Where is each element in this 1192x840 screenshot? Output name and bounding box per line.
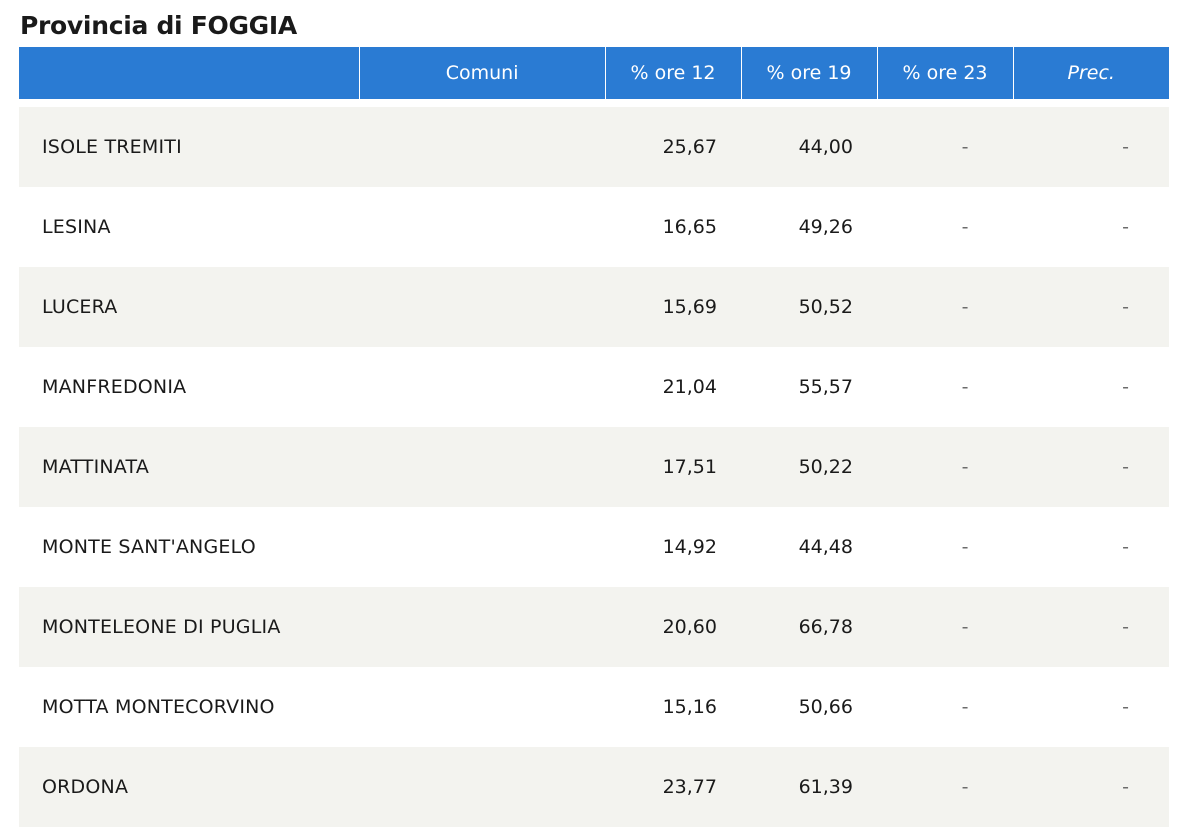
comune-name: MONTELEONE DI PUGLIA — [19, 587, 605, 667]
comune-name: ISOLE TREMITI — [19, 107, 605, 187]
table-header: Comuni % ore 12 % ore 19 % ore 23 Prec. — [19, 47, 1169, 107]
header-prec[interactable]: Prec. — [1012, 47, 1169, 99]
header-ore-12[interactable]: % ore 12 — [604, 47, 741, 99]
comune-name: MATTINATA — [19, 427, 605, 507]
value-ore-19: 50,52 — [741, 267, 877, 347]
value-ore-19: 49,26 — [741, 187, 877, 267]
value-ore-12: 21,04 — [605, 347, 741, 427]
value-ore-23: - — [877, 187, 1013, 267]
value-ore-19: 44,48 — [741, 507, 877, 587]
value-prec: - — [1013, 347, 1169, 427]
value-ore-12: 17,51 — [605, 427, 741, 507]
value-ore-23: - — [877, 107, 1013, 187]
value-ore-19: 50,66 — [741, 667, 877, 747]
value-ore-19: 66,78 — [741, 587, 877, 667]
value-prec: - — [1013, 427, 1169, 507]
header-comuni[interactable]: Comuni — [358, 47, 605, 99]
table-row: MONTE SANT'ANGELO 14,92 44,48- - — [19, 507, 1169, 587]
value-ore-23: - — [877, 747, 1013, 827]
value-ore-12: 14,92 — [605, 507, 741, 587]
value-ore-12: 15,16 — [605, 667, 741, 747]
header-spacer-cell — [19, 99, 1169, 107]
table-row: MOTTA MONTECORVINO 15,16 50,66- - — [19, 667, 1169, 747]
value-ore-12: 16,65 — [605, 187, 741, 267]
header-name-cell — [19, 47, 359, 99]
value-prec: - — [1013, 747, 1169, 827]
value-ore-19: 50,22 — [741, 427, 877, 507]
value-ore-12: 20,60 — [605, 587, 741, 667]
value-ore-23: - — [877, 427, 1013, 507]
value-prec: - — [1013, 107, 1169, 187]
value-prec: - — [1013, 187, 1169, 267]
comune-name: LESINA — [19, 187, 605, 267]
header-spacer — [19, 99, 1169, 107]
header-ore-19[interactable]: % ore 19 — [740, 47, 877, 99]
value-ore-23: - — [877, 267, 1013, 347]
value-prec: - — [1013, 667, 1169, 747]
comune-name: MANFREDONIA — [19, 347, 605, 427]
header-row: Comuni % ore 12 % ore 19 % ore 23 Prec. — [19, 47, 1169, 99]
table-row: MATTINATA 17,51 50,22- - — [19, 427, 1169, 507]
value-ore-12: 25,67 — [605, 107, 741, 187]
table-row: MONTELEONE DI PUGLIA 20,60 66,78- - — [19, 587, 1169, 667]
table-row: ORDONA 23,77 61,39- - — [19, 747, 1169, 827]
value-prec: - — [1013, 267, 1169, 347]
turnout-table: Comuni % ore 12 % ore 19 % ore 23 Prec. … — [19, 47, 1169, 827]
value-prec: - — [1013, 587, 1169, 667]
table-row: LUCERA 15,69 50,52- - — [19, 267, 1169, 347]
value-ore-19: 44,00 — [741, 107, 877, 187]
table-row: MANFREDONIA 21,04 55,57- - — [19, 347, 1169, 427]
page-title: Provincia di FOGGIA — [20, 11, 297, 40]
value-ore-19: 61,39 — [741, 747, 877, 827]
comune-name: LUCERA — [19, 267, 605, 347]
value-ore-23: - — [877, 347, 1013, 427]
value-ore-23: - — [877, 667, 1013, 747]
value-ore-23: - — [877, 507, 1013, 587]
value-ore-12: 23,77 — [605, 747, 741, 827]
table-row: LESINA 16,65 49,26- - — [19, 187, 1169, 267]
table-body: ISOLE TREMITI 25,67 44,00- - LESINA 16,65 49,2… — [19, 107, 1169, 827]
table-row: ISOLE TREMITI 25,67 44,00- - — [19, 107, 1169, 187]
comune-name: ORDONA — [19, 747, 605, 827]
value-ore-19: 55,57 — [741, 347, 877, 427]
comune-name: MONTE SANT'ANGELO — [19, 507, 605, 587]
value-prec: - — [1013, 507, 1169, 587]
header-ore-23[interactable]: % ore 23 — [876, 47, 1013, 99]
value-ore-12: 15,69 — [605, 267, 741, 347]
comune-name: MOTTA MONTECORVINO — [19, 667, 605, 747]
value-ore-23: - — [877, 587, 1013, 667]
